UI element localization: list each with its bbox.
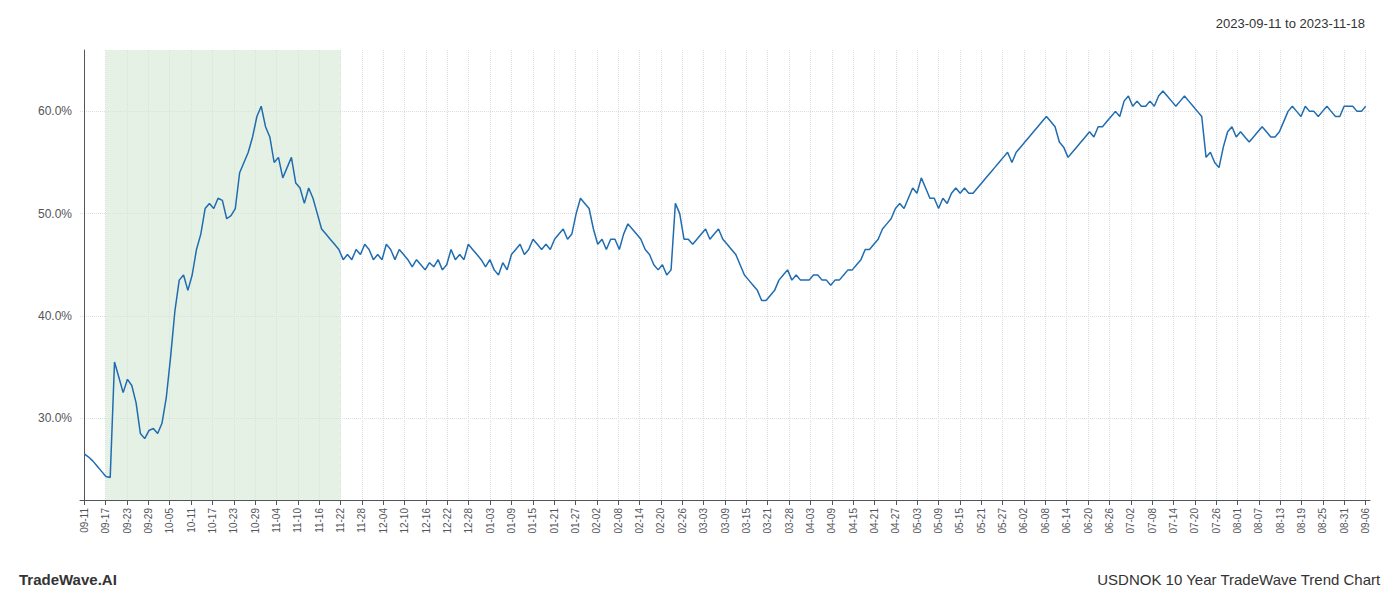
svg-text:06-08: 06-08	[1040, 508, 1051, 534]
svg-text:09-06: 09-06	[1360, 508, 1371, 534]
svg-text:12-28: 12-28	[463, 508, 474, 534]
svg-text:03-09: 03-09	[720, 508, 731, 534]
svg-text:11-16: 11-16	[314, 508, 325, 533]
svg-text:06-02: 06-02	[1018, 508, 1029, 534]
svg-text:01-27: 01-27	[570, 508, 581, 534]
svg-text:07-08: 07-08	[1147, 508, 1158, 534]
svg-text:09-11: 09-11	[79, 508, 90, 533]
svg-text:06-26: 06-26	[1104, 508, 1115, 534]
svg-text:2023-09-11 to 2023-11-18: 2023-09-11 to 2023-11-18	[1216, 16, 1365, 31]
svg-text:01-21: 01-21	[549, 508, 560, 534]
svg-text:11-10: 11-10	[292, 508, 303, 533]
svg-text:11-22: 11-22	[335, 508, 346, 533]
svg-text:04-15: 04-15	[848, 508, 859, 534]
svg-text:04-09: 04-09	[826, 508, 837, 534]
svg-text:06-14: 06-14	[1061, 508, 1072, 534]
svg-text:07-26: 07-26	[1211, 508, 1222, 534]
svg-text:10-11: 10-11	[186, 508, 197, 533]
svg-text:04-03: 04-03	[805, 508, 816, 534]
svg-text:01-15: 01-15	[527, 508, 538, 534]
svg-text:08-25: 08-25	[1317, 508, 1328, 534]
svg-text:03-21: 03-21	[762, 508, 773, 534]
svg-text:10-17: 10-17	[207, 508, 218, 534]
svg-text:12-04: 12-04	[378, 508, 389, 534]
svg-text:12-22: 12-22	[442, 508, 453, 534]
svg-text:07-02: 07-02	[1125, 508, 1136, 534]
svg-text:50.0%: 50.0%	[38, 207, 72, 221]
svg-text:10-29: 10-29	[250, 508, 261, 534]
svg-text:01-03: 01-03	[485, 508, 496, 534]
svg-text:02-26: 02-26	[677, 508, 688, 534]
svg-text:TradeWave.AI: TradeWave.AI	[19, 571, 117, 588]
svg-text:08-31: 08-31	[1339, 508, 1350, 534]
svg-text:08-01: 08-01	[1232, 508, 1243, 534]
svg-text:09-23: 09-23	[122, 508, 133, 534]
svg-text:USDNOK 10 Year TradeWave Trend: USDNOK 10 Year TradeWave Trend Chart	[1097, 571, 1381, 588]
svg-text:01-09: 01-09	[506, 508, 517, 534]
svg-text:07-14: 07-14	[1168, 508, 1179, 534]
svg-text:02-02: 02-02	[591, 508, 602, 534]
svg-text:05-27: 05-27	[997, 508, 1008, 534]
svg-text:06-20: 06-20	[1083, 508, 1094, 534]
svg-text:40.0%: 40.0%	[38, 309, 72, 323]
svg-text:02-20: 02-20	[655, 508, 666, 534]
svg-text:03-03: 03-03	[698, 508, 709, 534]
svg-text:60.0%: 60.0%	[38, 104, 72, 118]
svg-text:04-21: 04-21	[869, 508, 880, 534]
svg-text:12-16: 12-16	[421, 508, 432, 534]
svg-text:09-29: 09-29	[143, 508, 154, 534]
svg-text:11-28: 11-28	[356, 508, 367, 533]
svg-text:03-15: 03-15	[741, 508, 752, 534]
svg-text:08-07: 08-07	[1253, 508, 1264, 534]
svg-text:05-21: 05-21	[976, 508, 987, 534]
svg-text:02-08: 02-08	[613, 508, 624, 534]
svg-text:03-28: 03-28	[784, 508, 795, 534]
svg-text:07-20: 07-20	[1189, 508, 1200, 534]
svg-text:30.0%: 30.0%	[38, 411, 72, 425]
svg-text:10-23: 10-23	[228, 508, 239, 534]
svg-text:10-05: 10-05	[164, 508, 175, 534]
svg-text:05-03: 05-03	[912, 508, 923, 534]
svg-text:02-14: 02-14	[634, 508, 645, 534]
svg-text:04-27: 04-27	[890, 508, 901, 534]
svg-text:05-09: 05-09	[933, 508, 944, 534]
svg-text:08-13: 08-13	[1275, 508, 1286, 534]
svg-text:09-17: 09-17	[100, 508, 111, 534]
svg-text:12-10: 12-10	[399, 508, 410, 534]
svg-text:11-04: 11-04	[271, 508, 282, 533]
svg-text:08-19: 08-19	[1296, 508, 1307, 534]
svg-text:05-15: 05-15	[954, 508, 965, 534]
